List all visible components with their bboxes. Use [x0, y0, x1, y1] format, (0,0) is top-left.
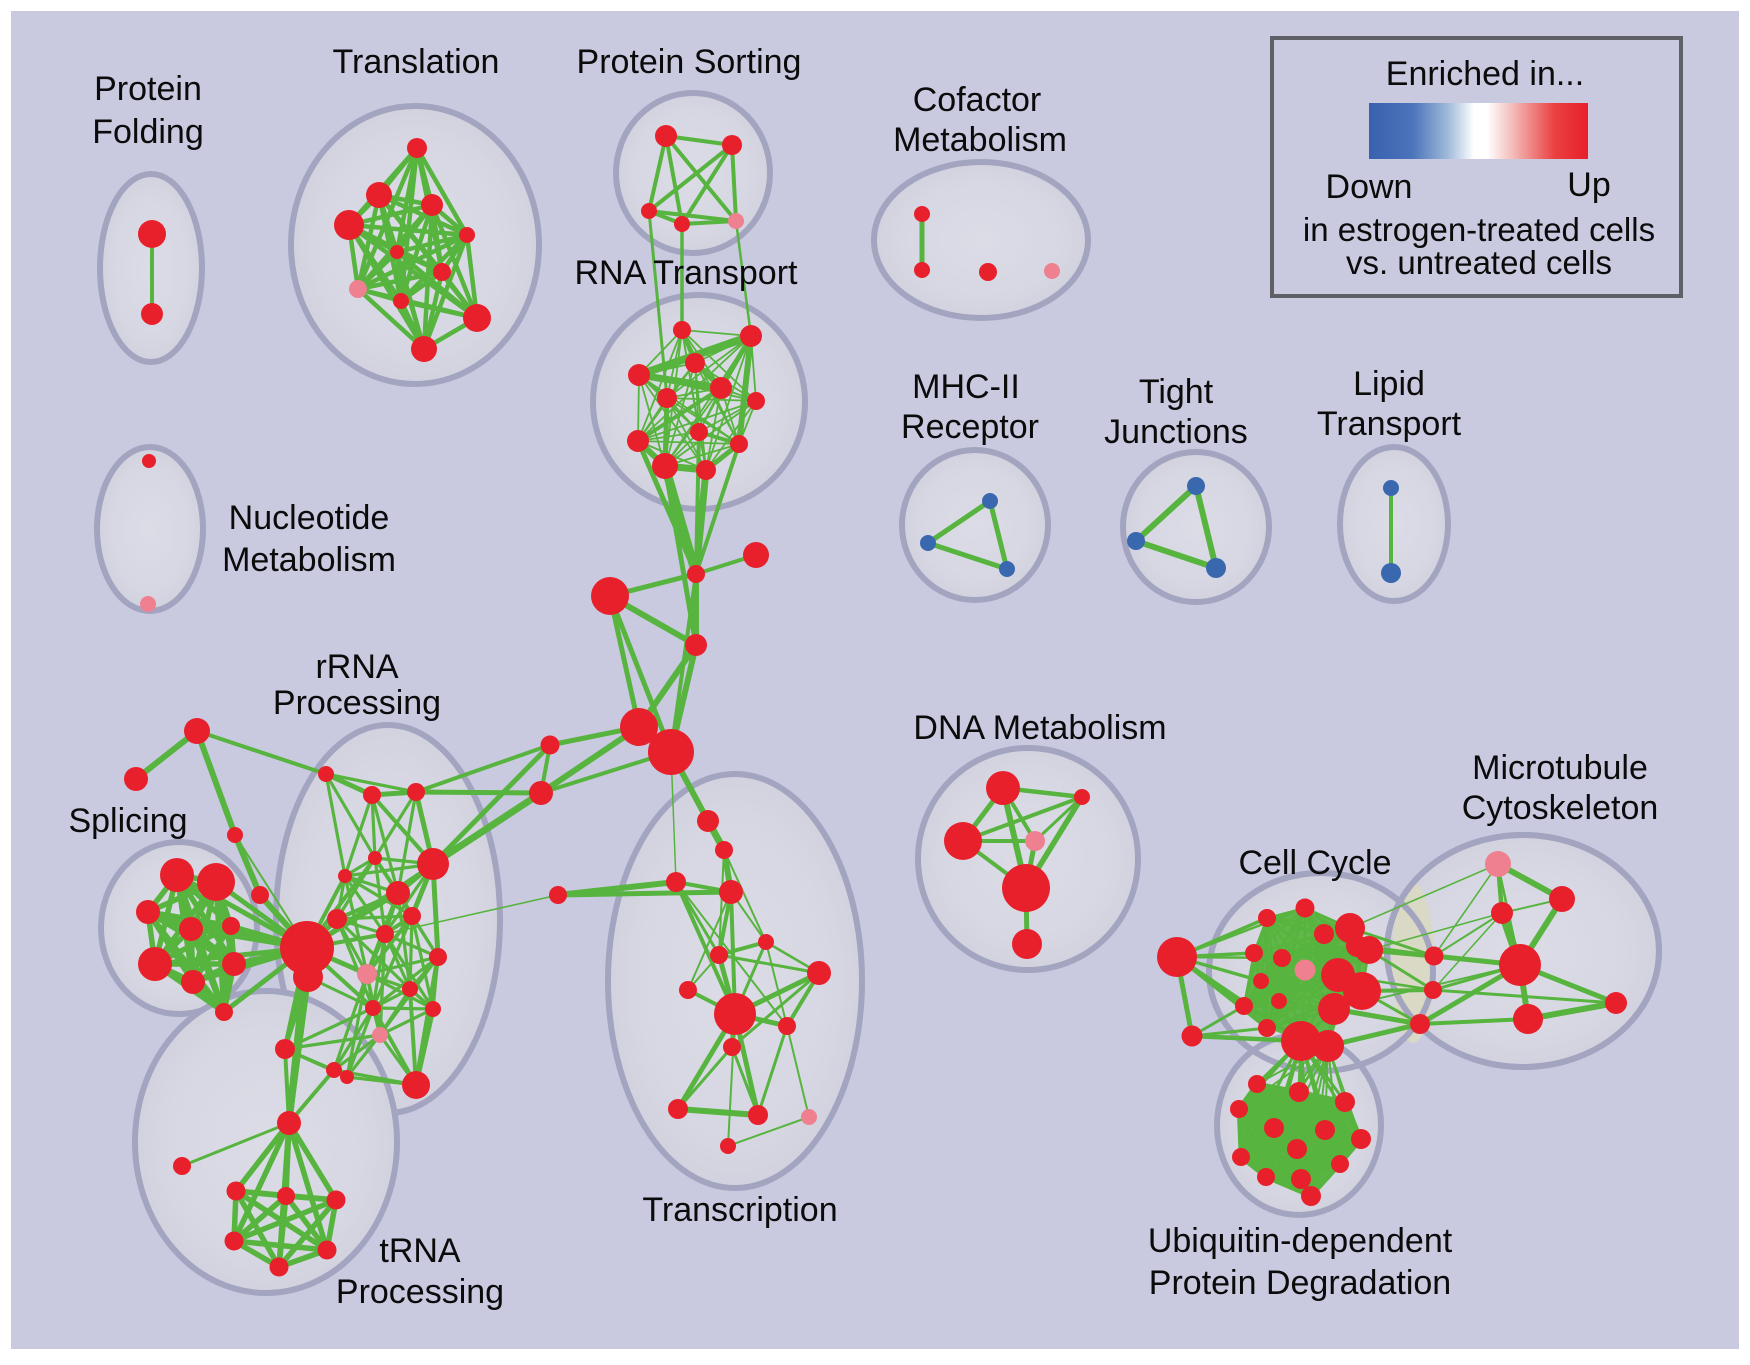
svg-text:rRNA: rRNA	[315, 648, 398, 686]
svg-text:Ubiquitin-dependent: Ubiquitin-dependent	[1148, 1222, 1453, 1260]
svg-text:Cofactor: Cofactor	[913, 81, 1042, 119]
svg-text:Receptor: Receptor	[901, 408, 1039, 446]
svg-text:Up: Up	[1567, 166, 1610, 204]
svg-text:Nucleotide: Nucleotide	[229, 499, 390, 537]
svg-text:Enriched in...: Enriched in...	[1386, 55, 1584, 93]
svg-text:Transcription: Transcription	[642, 1191, 837, 1229]
svg-text:Tight: Tight	[1139, 373, 1214, 411]
svg-text:Cell Cycle: Cell Cycle	[1238, 844, 1391, 882]
svg-text:RNA Transport: RNA Transport	[575, 254, 799, 292]
svg-text:Microtubule: Microtubule	[1472, 749, 1648, 787]
svg-text:Metabolism: Metabolism	[222, 541, 396, 579]
svg-text:Lipid: Lipid	[1353, 365, 1425, 403]
svg-text:Down: Down	[1326, 168, 1413, 206]
svg-text:Protein: Protein	[94, 70, 202, 108]
svg-text:Cytoskeleton: Cytoskeleton	[1462, 789, 1659, 827]
svg-text:Splicing: Splicing	[68, 802, 187, 840]
svg-text:Protein Sorting: Protein Sorting	[577, 43, 802, 81]
svg-text:DNA Metabolism: DNA Metabolism	[913, 709, 1166, 747]
svg-text:Processing: Processing	[336, 1273, 504, 1311]
svg-text:Protein Degradation: Protein Degradation	[1149, 1264, 1451, 1302]
svg-text:Translation: Translation	[333, 43, 500, 81]
svg-text:Junctions: Junctions	[1104, 413, 1248, 451]
svg-text:Processing: Processing	[273, 684, 441, 722]
svg-text:Folding: Folding	[92, 113, 204, 151]
svg-text:in estrogen-treated cells: in estrogen-treated cells	[1303, 211, 1655, 248]
svg-text:Metabolism: Metabolism	[893, 121, 1067, 159]
svg-text:MHC-II: MHC-II	[912, 368, 1020, 406]
svg-text:vs. untreated cells: vs. untreated cells	[1346, 244, 1612, 281]
svg-text:tRNA: tRNA	[379, 1232, 461, 1270]
svg-text:Transport: Transport	[1317, 405, 1462, 443]
